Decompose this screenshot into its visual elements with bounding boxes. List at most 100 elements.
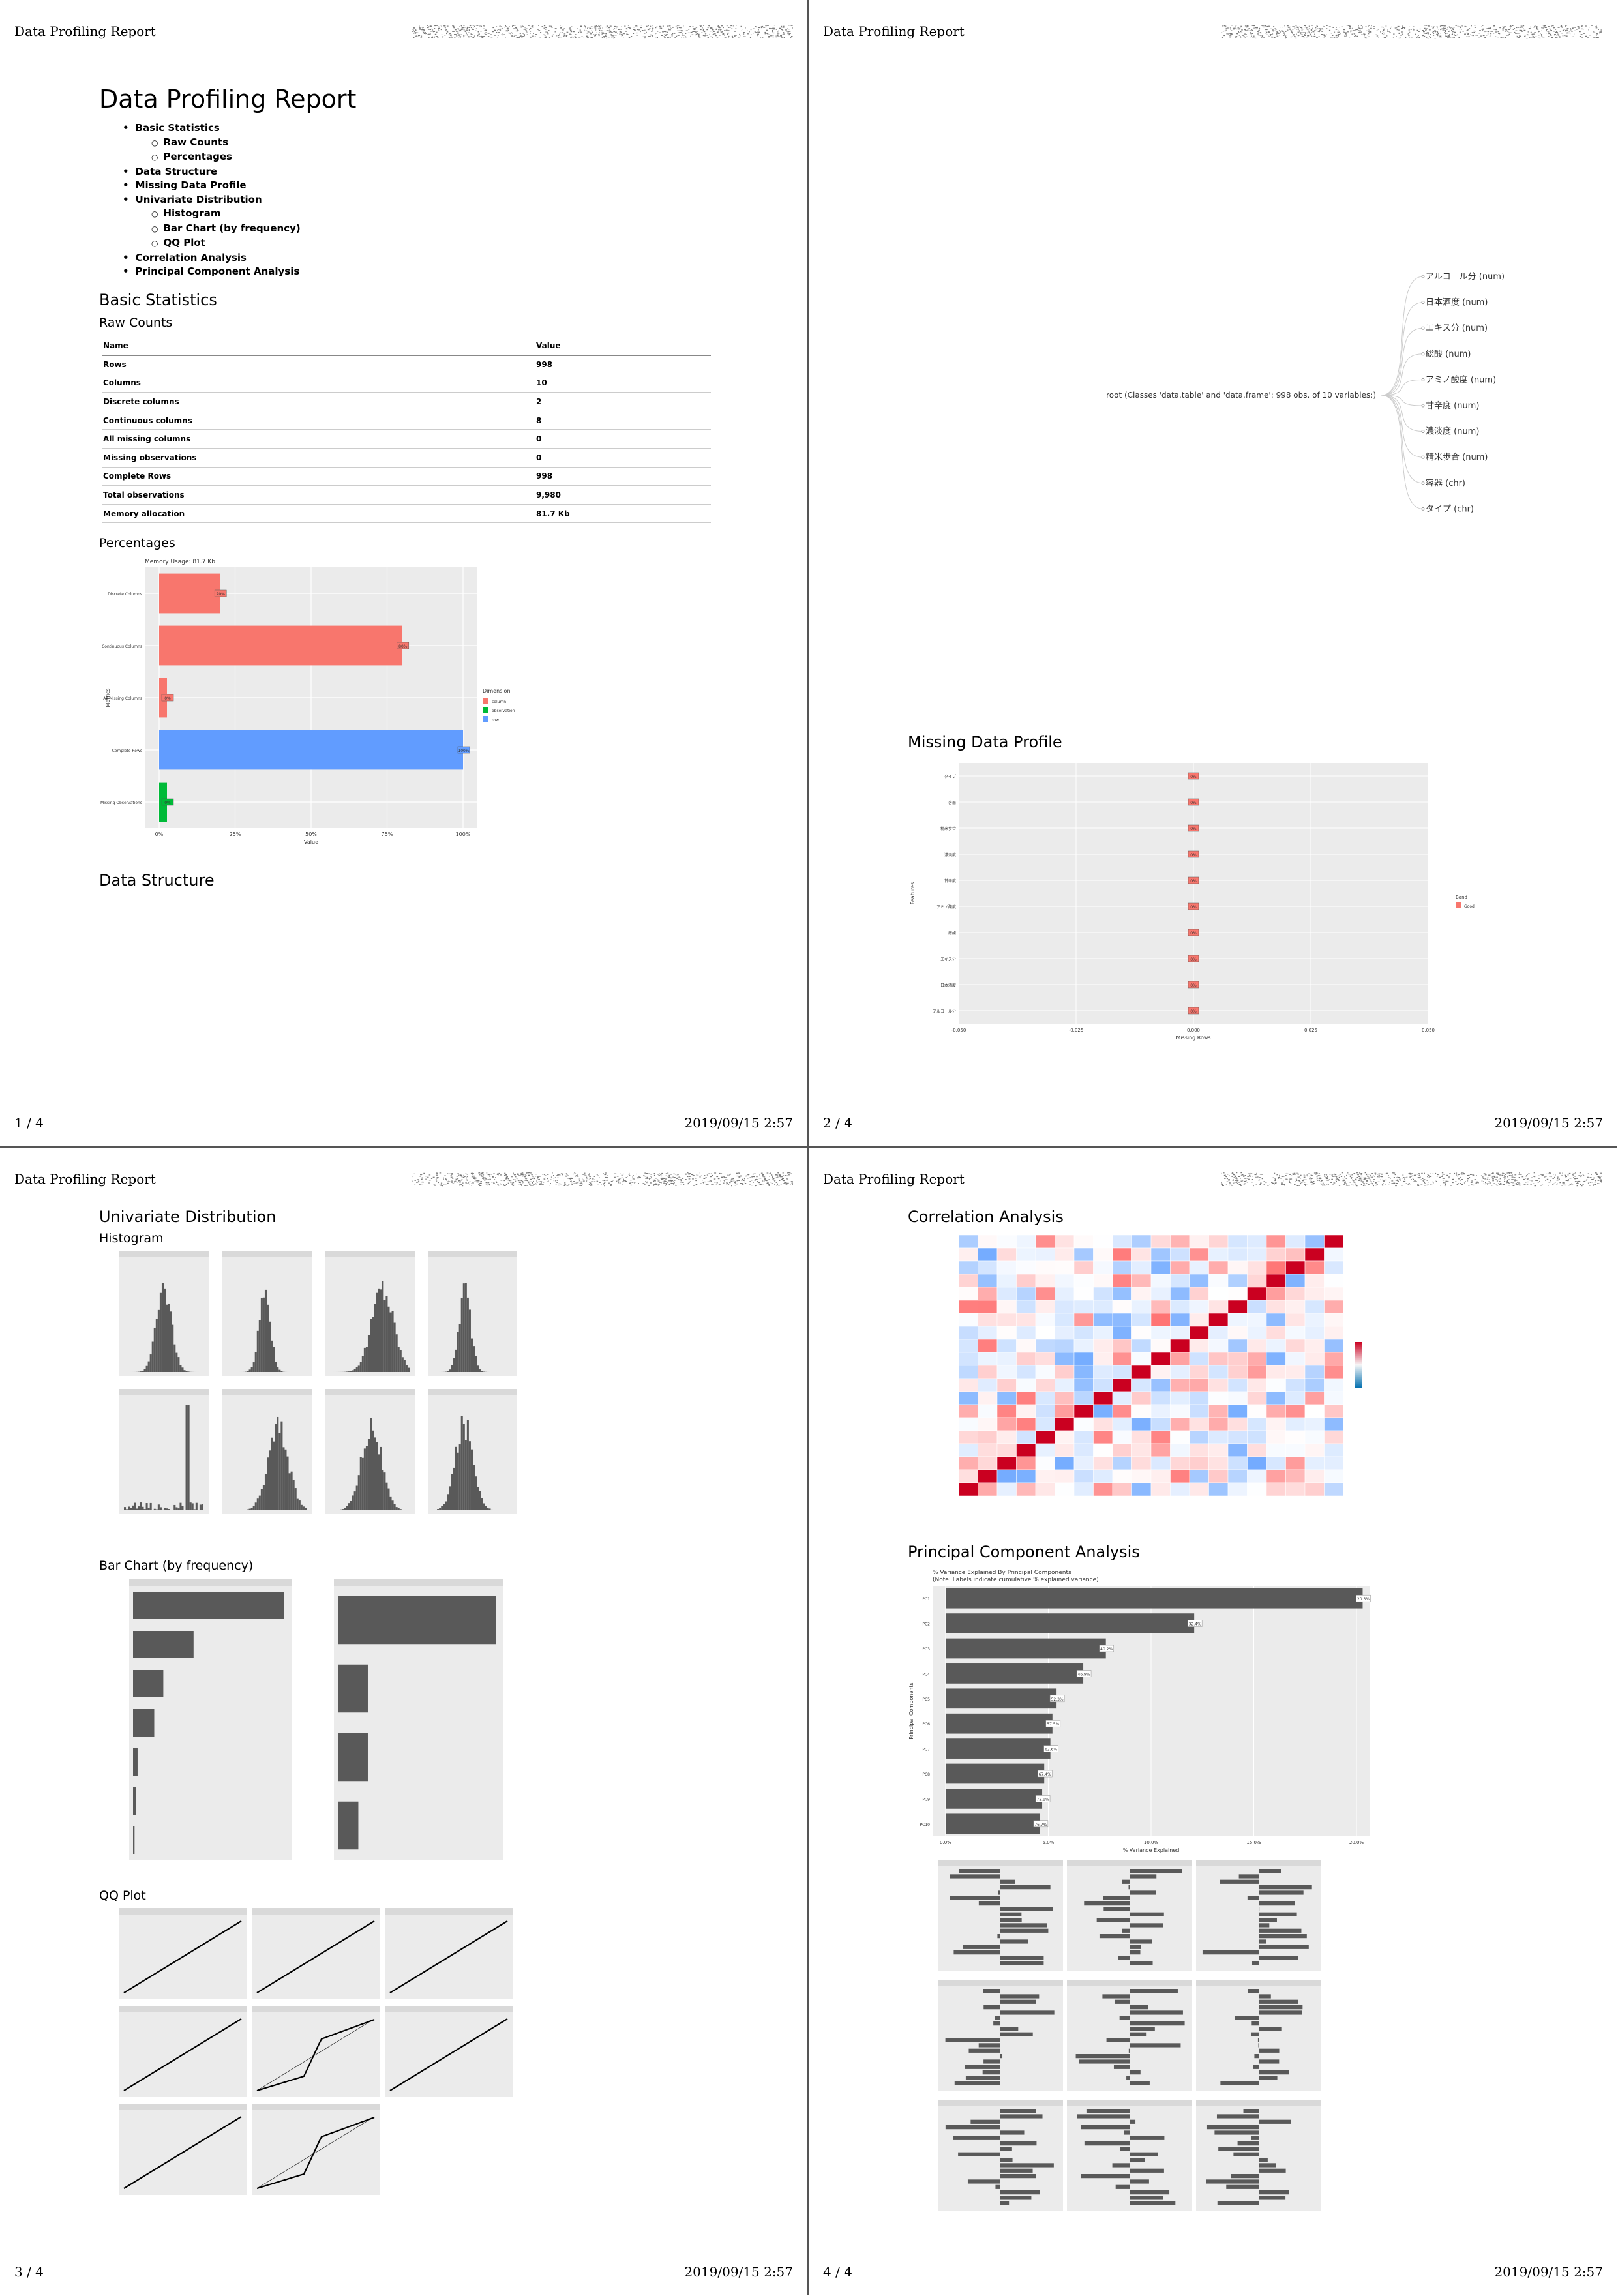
heatmap-cell (1131, 1482, 1152, 1497)
heatmap-cell (1304, 1300, 1325, 1314)
heatmap-cell (1131, 1430, 1152, 1444)
histogram-bar (353, 1491, 356, 1510)
heatmap-cell (1324, 1430, 1344, 1444)
frequency-bar (338, 1596, 496, 1645)
heatmap-cell (1304, 1326, 1325, 1340)
facet-strip (1196, 2100, 1321, 2106)
heatmap-cell (996, 1456, 1017, 1470)
heatmap-cell (1150, 1456, 1171, 1470)
frequency-bar (133, 1709, 155, 1737)
heatmap-cell (1266, 1404, 1286, 1418)
data-label: 52.3% (1051, 1697, 1064, 1702)
toc-item[interactable]: Bar Chart (by frequency) (123, 222, 300, 237)
heatmap-cell (1035, 1274, 1055, 1288)
heatmap-cell (1170, 1274, 1190, 1288)
histogram-bar (385, 1482, 388, 1510)
heatmap-cell (1285, 1378, 1306, 1392)
toc-item[interactable]: Data Structure (123, 165, 301, 179)
histogram-bar (128, 1506, 130, 1510)
y-tick-label: Discrete Columns (108, 592, 142, 597)
histogram-bar (405, 1365, 408, 1372)
loading-bar (1000, 2027, 1019, 2031)
heatmap-cell (1131, 1260, 1152, 1275)
heatmap-cell (996, 1247, 1017, 1262)
page-2: Data Profiling Report root (Classes 'dat… (809, 0, 1617, 1148)
facet-strip (938, 1980, 1063, 1986)
y-tick-label: PC10 (920, 1823, 931, 1827)
loading-bar (1130, 2179, 1149, 2184)
heatmap-cell (1035, 1469, 1055, 1483)
tree-node (1421, 455, 1425, 459)
heatmap-cell (1093, 1326, 1113, 1340)
histogram-bar (179, 1365, 182, 1372)
page-number: 1 / 4 (14, 1115, 44, 1131)
histogram-bar (457, 1332, 459, 1372)
heatmap-cell (1285, 1482, 1306, 1497)
histogram-bar (142, 1506, 144, 1510)
histogram-bar (164, 1288, 166, 1372)
loading-bar (1077, 2114, 1130, 2119)
toc-item[interactable]: Missing Data Profile (123, 179, 301, 193)
heatmap-cell (1208, 1287, 1229, 1301)
loading-bar (997, 1934, 1000, 1939)
loading-bar (1000, 2032, 1033, 2036)
histogram-bar (140, 1502, 142, 1510)
tree-child: アルコ ル分 (num) (1426, 272, 1505, 282)
raw-counts-heading: Raw Counts (99, 316, 173, 330)
toc-item[interactable]: Raw Counts (123, 136, 301, 151)
heatmap-cell (1266, 1274, 1286, 1288)
histogram-bar (380, 1446, 382, 1510)
heatmap-cell (1093, 1482, 1113, 1497)
y-tick-label: 容器 (948, 800, 956, 805)
facet-strip (428, 1389, 517, 1395)
heatmap-cell (1112, 1417, 1132, 1431)
facet-strip (1067, 1860, 1192, 1866)
histogram-bar (393, 1322, 396, 1372)
heatmap-cell (1073, 1287, 1094, 1301)
loading-bar (1130, 1945, 1141, 1949)
heatmap-cell (1266, 1391, 1286, 1405)
toc-item[interactable]: QQ Plot (123, 236, 301, 251)
toc-item[interactable]: Principal Component Analysis (123, 265, 301, 279)
heatmap-cell (1227, 1456, 1248, 1470)
heatmap-cell (1093, 1404, 1113, 1418)
loading-bar (1259, 1901, 1295, 1906)
x-tick-label: 0% (155, 831, 164, 837)
loading-bar (1259, 1999, 1299, 2004)
heatmap-cell (1131, 1378, 1152, 1392)
page-date: 2019/09/15 2:57 (1494, 1115, 1603, 1131)
heatmap-cell (1016, 1469, 1036, 1483)
histogram-bar (294, 1488, 297, 1510)
y-tick-label: PC4 (922, 1672, 930, 1677)
heatmap-cell (1055, 1326, 1075, 1340)
legend-swatch (483, 716, 488, 722)
heatmap-cell (1170, 1339, 1190, 1353)
loading-bar (945, 2038, 1000, 2042)
loading-bar (1130, 2070, 1141, 2075)
data-label: 0% (1190, 853, 1197, 857)
heatmap-cell (1208, 1482, 1229, 1497)
heatmap-cell (1150, 1417, 1171, 1431)
toc-item[interactable]: Histogram (123, 207, 301, 222)
stat-value: 998 (535, 355, 711, 374)
heatmap-cell (1093, 1313, 1113, 1327)
data-label-box (1045, 1720, 1061, 1727)
toc-item[interactable]: Univariate Distribution (123, 193, 301, 207)
heatmap-cell (1112, 1274, 1132, 1288)
heatmap-cell (1170, 1365, 1190, 1379)
heatmap-cell (996, 1287, 1017, 1301)
legend-label: observation (492, 709, 515, 713)
histogram-bar (254, 1502, 257, 1510)
toc-item[interactable]: Correlation Analysis (123, 251, 301, 265)
stat-value: 0 (535, 448, 711, 468)
x-tick-label: -0.025 (1069, 1028, 1084, 1033)
histogram-bar (363, 1448, 366, 1510)
heatmap-cell (1227, 1469, 1248, 1483)
histogram-bar (487, 1508, 489, 1510)
data-label: 0% (1190, 931, 1197, 936)
toc-item[interactable]: Percentages (123, 150, 301, 165)
loading-bar (995, 2184, 1000, 2189)
loading-bar (1259, 2010, 1302, 2015)
data-label: 20.3% (1357, 1597, 1370, 1602)
toc-item[interactable]: Basic Statistics (123, 121, 301, 136)
